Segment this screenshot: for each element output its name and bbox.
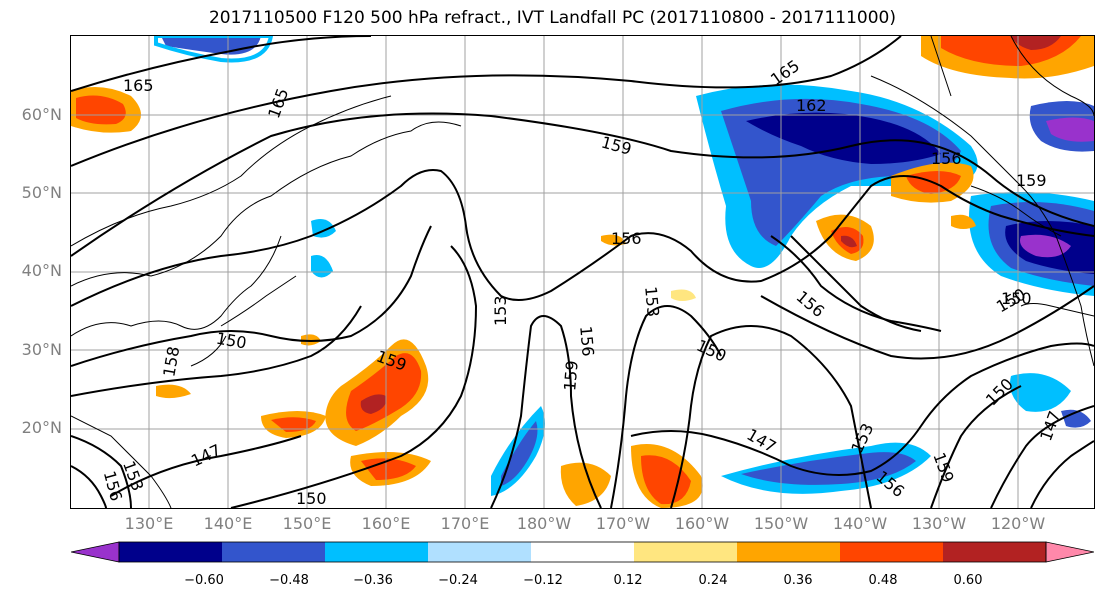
- contour-label: 150: [296, 489, 327, 508]
- lat-label-50n: 50°N: [21, 183, 62, 202]
- lon-label-170e: 170°E: [440, 514, 490, 533]
- contour-label: 158: [159, 345, 183, 378]
- colorbar-tick: −0.48: [269, 573, 309, 588]
- colorbar-tick: −0.36: [353, 573, 393, 588]
- contour-label: 156: [100, 469, 126, 503]
- colorbar-swatch: [428, 542, 532, 562]
- contour-label: 165: [264, 86, 292, 121]
- colorbar-tick: 0.60: [953, 573, 983, 588]
- lon-label-180w: 180°W: [516, 514, 572, 533]
- contour-label: 147: [1036, 408, 1064, 443]
- colorbar-swatch: [325, 542, 429, 562]
- colorbar-extend-high: [1045, 541, 1095, 563]
- colorbar: [70, 540, 1095, 568]
- lon-label-160w: 160°W: [674, 514, 730, 533]
- contour-label: 165: [123, 76, 154, 95]
- contour-label: 159: [929, 450, 957, 485]
- lon-label-140e: 140°E: [203, 514, 253, 533]
- colorbar-swatch: [943, 542, 1047, 562]
- colorbar-extend-low: [70, 541, 120, 563]
- colorbar-tick: 0.36: [783, 573, 813, 588]
- lon-label-160e: 160°E: [361, 514, 411, 533]
- lon-label-130e: 130°E: [124, 514, 174, 533]
- lat-label-20n: 20°N: [21, 418, 62, 437]
- lon-label-150e: 150°E: [282, 514, 332, 533]
- contour-label: 153: [641, 286, 663, 318]
- map-panel[interactable]: 165 165 165 162 159 156 159 156 156 153 …: [70, 35, 1095, 509]
- lon-label-120w: 120°W: [990, 514, 1046, 533]
- lat-label-60n: 60°N: [21, 105, 62, 124]
- contour-label: 153: [491, 295, 510, 326]
- contour-label: 159: [599, 132, 633, 158]
- contour-label: 150: [1001, 289, 1032, 308]
- colorbar-tick: −0.24: [438, 573, 478, 588]
- lon-label-140w: 140°W: [832, 514, 888, 533]
- contour-label: 165: [767, 56, 803, 89]
- colorbar-swatch: [634, 542, 738, 562]
- lat-label-40n: 40°N: [21, 261, 62, 280]
- colorbar-tick: −0.12: [523, 573, 563, 588]
- contour-label: 150: [694, 336, 730, 366]
- contour-label: 150: [215, 329, 248, 353]
- colorbar-swatch: [737, 542, 841, 562]
- contour-label: 147: [188, 440, 224, 470]
- graticule: [71, 36, 1094, 508]
- contour-label: 156: [931, 149, 962, 168]
- lon-label-150w: 150°W: [753, 514, 809, 533]
- contour-label: 159: [1016, 171, 1047, 190]
- contour-label: 156: [576, 325, 598, 357]
- lon-label-170w: 170°W: [595, 514, 651, 533]
- contour-label: 156: [611, 229, 642, 248]
- colorbar-swatches: [70, 541, 1095, 563]
- colorbar-swatch: [222, 542, 326, 562]
- contour-label: 159: [560, 360, 582, 392]
- coastlines: [71, 36, 1094, 508]
- colorbar-frame: [118, 541, 1047, 563]
- lon-label-130w: 130°W: [911, 514, 967, 533]
- colorbar-tick: 0.24: [698, 573, 728, 588]
- colorbar-swatch: [531, 542, 635, 562]
- colorbar-tick: −0.60: [184, 573, 224, 588]
- colorbar-swatch: [119, 542, 223, 562]
- map-title: 2017110500 F120 500 hPa refract., IVT La…: [208, 8, 896, 28]
- colorbar-tick: 0.12: [613, 573, 643, 588]
- colorbar-tick: 0.48: [868, 573, 898, 588]
- contour-label: 162: [796, 96, 827, 115]
- colorbar-swatch: [840, 542, 944, 562]
- lat-label-30n: 30°N: [21, 340, 62, 359]
- height-contours: [71, 36, 1094, 508]
